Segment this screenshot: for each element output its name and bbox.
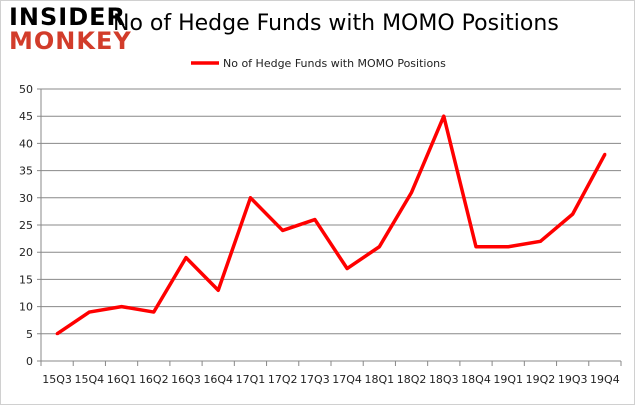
x-tick-label: 16Q2 — [139, 373, 169, 386]
x-tick-label: 17Q4 — [332, 373, 362, 386]
y-tick-label: 10 — [19, 301, 33, 314]
x-tick-label: 18Q1 — [365, 373, 395, 386]
x-tick-label: 15Q3 — [42, 373, 72, 386]
data-point — [313, 218, 317, 222]
insider-monkey-logo: INSIDER MONKEY — [9, 5, 132, 53]
data-point — [216, 288, 220, 292]
x-tick-label: 17Q1 — [236, 373, 266, 386]
y-tick-label: 20 — [19, 246, 33, 259]
y-tick-label: 40 — [19, 137, 33, 150]
x-tick-label: 18Q2 — [397, 373, 427, 386]
y-tick-label: 45 — [19, 110, 33, 123]
data-point — [281, 228, 285, 232]
x-tick-label: 18Q4 — [461, 373, 491, 386]
data-point — [571, 212, 575, 216]
data-point — [87, 310, 91, 314]
x-tick-label: 16Q3 — [171, 373, 201, 386]
y-tick-label: 15 — [19, 273, 33, 286]
series-line — [56, 114, 607, 336]
data-point — [474, 245, 478, 249]
legend-label: No of Hedge Funds with MOMO Positions — [223, 57, 446, 70]
data-point — [152, 310, 156, 314]
x-tick-label: 17Q3 — [300, 373, 330, 386]
y-tick-label: 5 — [26, 328, 33, 341]
data-point — [506, 245, 510, 249]
y-tick-label: 25 — [19, 219, 33, 232]
x-tick-label: 18Q3 — [429, 373, 459, 386]
data-point — [184, 256, 188, 260]
data-point — [538, 239, 542, 243]
data-point — [248, 196, 252, 200]
x-tick-label: 16Q4 — [203, 373, 233, 386]
data-point — [55, 332, 59, 336]
x-tick-label: 19Q2 — [526, 373, 556, 386]
data-point — [442, 114, 446, 118]
data-point — [603, 152, 607, 156]
x-tick-label: 15Q4 — [75, 373, 105, 386]
data-point — [377, 245, 381, 249]
logo-line2: MONKEY — [9, 27, 132, 55]
x-tick-label: 17Q2 — [268, 373, 298, 386]
y-tick-label: 35 — [19, 165, 33, 178]
x-tick-label: 19Q4 — [590, 373, 620, 386]
x-tick-label: 16Q1 — [107, 373, 137, 386]
data-point — [345, 267, 349, 271]
x-tick-label: 19Q1 — [493, 373, 523, 386]
logo-line1: INSIDER — [9, 3, 127, 31]
data-point — [120, 305, 124, 309]
data-point — [410, 190, 414, 194]
y-tick-label: 0 — [26, 355, 33, 368]
chart-title: No of Hedge Funds with MOMO Positions — [113, 11, 559, 36]
y-tick-label: 30 — [19, 192, 33, 205]
y-tick-label: 50 — [19, 83, 33, 96]
x-tick-label: 19Q3 — [558, 373, 588, 386]
